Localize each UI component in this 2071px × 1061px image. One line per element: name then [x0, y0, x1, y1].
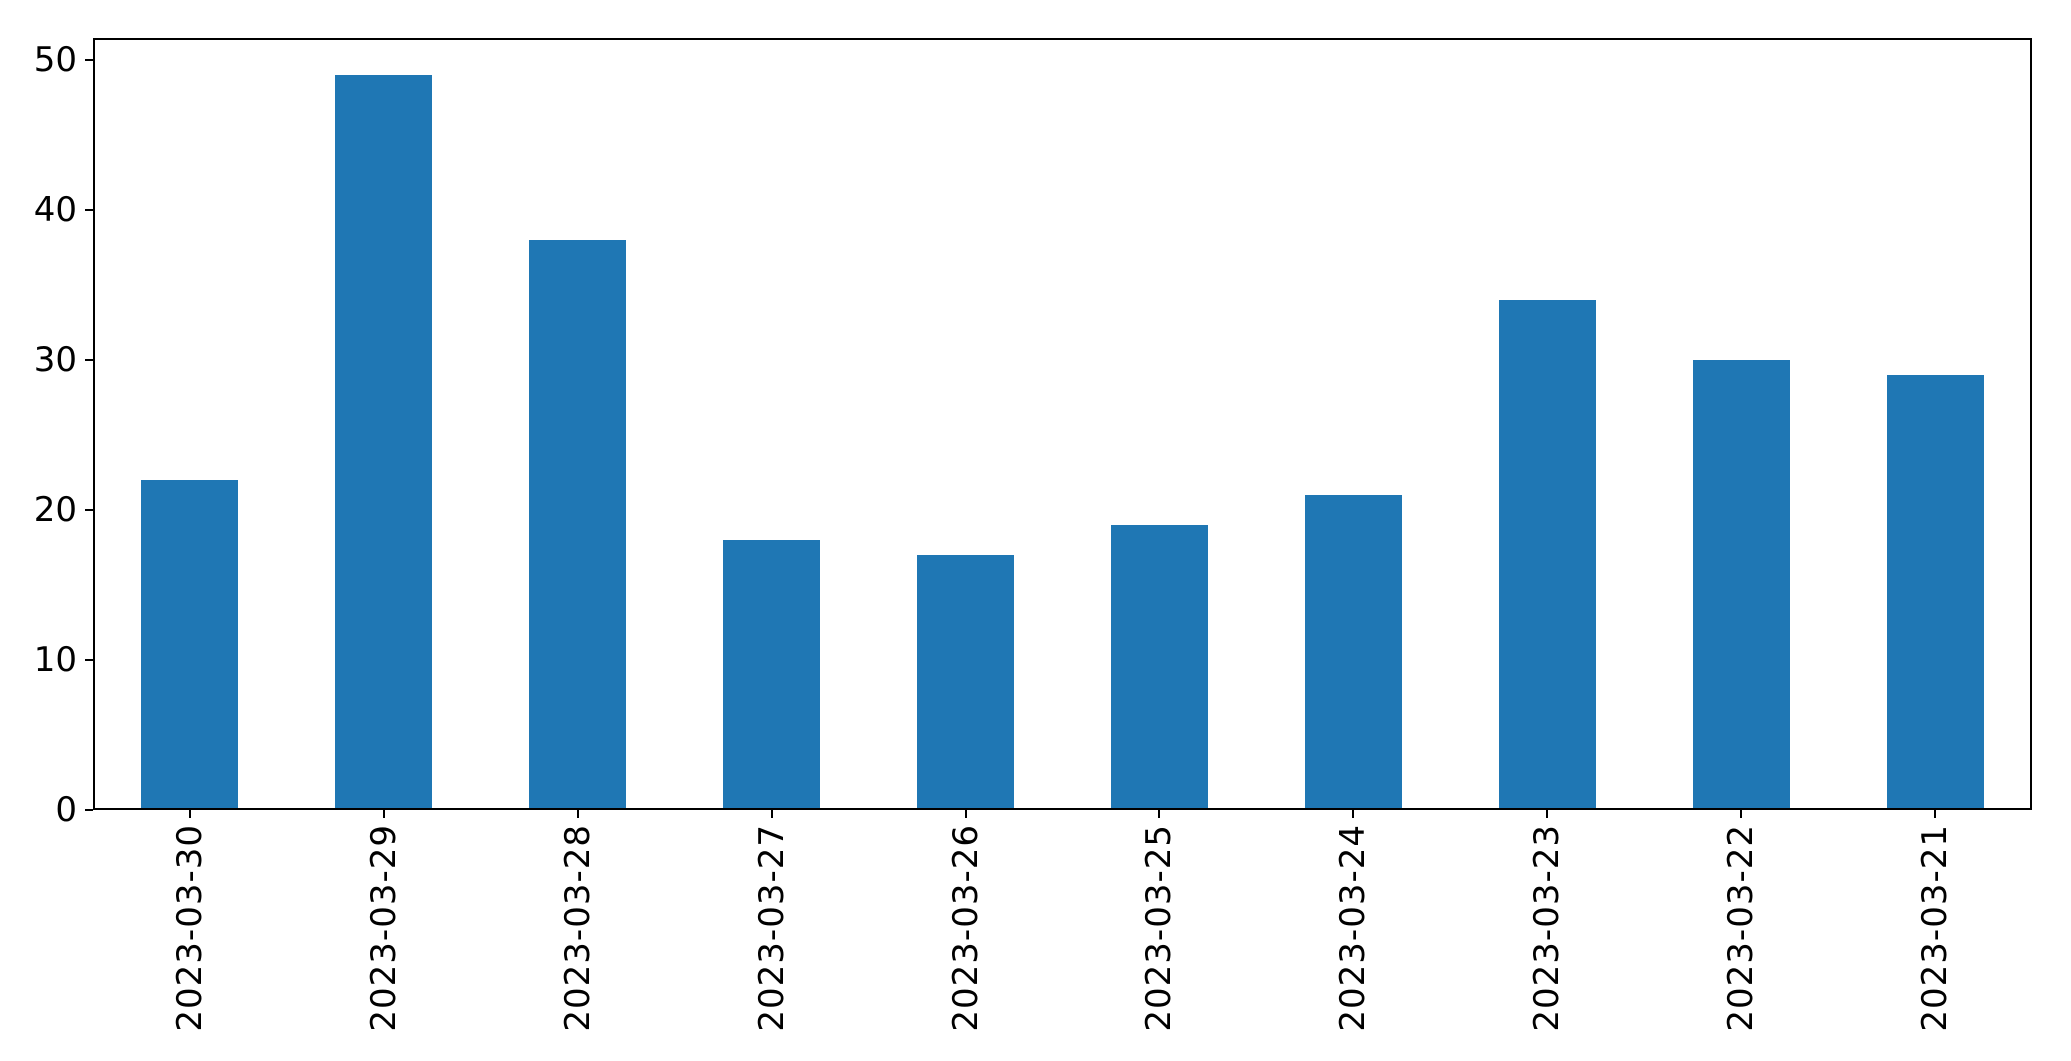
x-tick-label: 2023-03-25 — [1139, 824, 1180, 1032]
bar-2023-03-28 — [529, 239, 627, 810]
y-tick-mark — [85, 58, 93, 61]
y-tick-label: 10 — [33, 639, 77, 680]
x-tick-mark — [1740, 810, 1743, 818]
x-tick-mark — [1934, 810, 1937, 818]
bar-2023-03-21 — [1886, 374, 1984, 810]
x-tick-label: 2023-03-24 — [1333, 824, 1374, 1032]
bar-2023-03-24 — [1304, 494, 1402, 810]
bar-2023-03-27 — [723, 539, 821, 810]
x-tick-mark — [964, 810, 967, 818]
bar-2023-03-29 — [335, 74, 433, 810]
x-tick-mark — [382, 810, 385, 818]
x-tick-label: 2023-03-23 — [1527, 824, 1568, 1032]
x-tick-label: 2023-03-30 — [169, 824, 210, 1032]
x-tick-mark — [1158, 810, 1161, 818]
x-tick-label: 2023-03-26 — [945, 824, 986, 1032]
y-tick-mark — [85, 658, 93, 661]
bar-2023-03-26 — [917, 554, 1014, 810]
y-tick-label: 40 — [33, 189, 77, 230]
y-tick-mark — [85, 208, 93, 211]
x-tick-mark — [576, 810, 579, 818]
bar-2023-03-30 — [141, 479, 239, 810]
bar-2023-03-22 — [1692, 359, 1790, 810]
x-tick-label: 2023-03-21 — [1915, 824, 1956, 1032]
y-tick-label: 20 — [33, 489, 77, 530]
y-tick-label: 0 — [55, 790, 77, 830]
y-tick-mark — [85, 358, 93, 361]
x-tick-label: 2023-03-22 — [1721, 824, 1762, 1032]
y-tick-mark — [85, 508, 93, 511]
x-tick-label: 2023-03-27 — [751, 824, 792, 1032]
x-tick-mark — [1546, 810, 1549, 818]
bar-2023-03-23 — [1498, 299, 1596, 810]
y-tick-mark — [85, 809, 93, 811]
x-tick-mark — [188, 810, 191, 818]
x-tick-mark — [770, 810, 773, 818]
y-tick-label: 50 — [33, 39, 77, 80]
bar-2023-03-25 — [1110, 524, 1208, 810]
x-tick-label: 2023-03-29 — [363, 824, 404, 1032]
x-tick-mark — [1352, 810, 1355, 818]
y-tick-label: 30 — [33, 339, 77, 380]
x-tick-label: 2023-03-28 — [557, 824, 598, 1032]
